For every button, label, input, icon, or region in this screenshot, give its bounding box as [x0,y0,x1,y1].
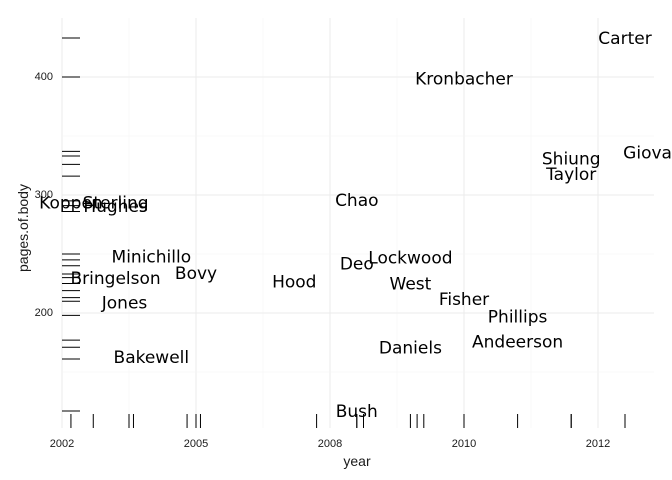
x-axis-title: year [343,453,371,469]
point-label: Bush [336,402,378,422]
point-label: Taylor [545,165,596,185]
point-label: Minichillo [112,248,192,268]
point-label: Fisher [439,290,489,310]
point-label: Daniels [379,338,442,358]
x-tick-label: 2010 [452,438,476,450]
point-label: Koppen [39,193,103,213]
x-tick-label: 2005 [184,438,208,450]
rug-layer [62,37,626,428]
tick-labels: 2002 2005 2008 2010 2012 200 300 400 [35,71,611,450]
point-label: Bakewell [114,348,190,368]
y-tick-label: 300 [35,189,53,201]
point-label: Chao [335,191,378,211]
x-tick-label: 2008 [318,438,342,450]
y-tick-label: 400 [35,71,53,83]
point-label: Carter [598,29,651,49]
point-label: Kronbacher [415,69,513,89]
point-label: Shiung [542,150,601,170]
x-tick-label: 2012 [586,438,610,450]
y-axis-title: pages.of.body [15,184,31,272]
y-tick-label: 200 [35,307,53,319]
point-label: Bovy [175,264,217,284]
point-label: Hood [272,272,316,292]
point-label: West [390,275,432,295]
point-label: Deo [340,255,374,275]
point-label: Bringelson [71,269,161,289]
grid-layer [61,18,654,428]
point-label: Sterling [83,193,149,213]
point-label: Andeerson [472,333,563,353]
point-label: Jones [101,294,148,314]
x-tick-label: 2002 [50,438,74,450]
point-label: Hughes [83,197,148,217]
point-label: Lockwood [368,249,452,269]
point-label: Giovas [623,144,672,164]
point-label: Phillips [488,308,548,328]
